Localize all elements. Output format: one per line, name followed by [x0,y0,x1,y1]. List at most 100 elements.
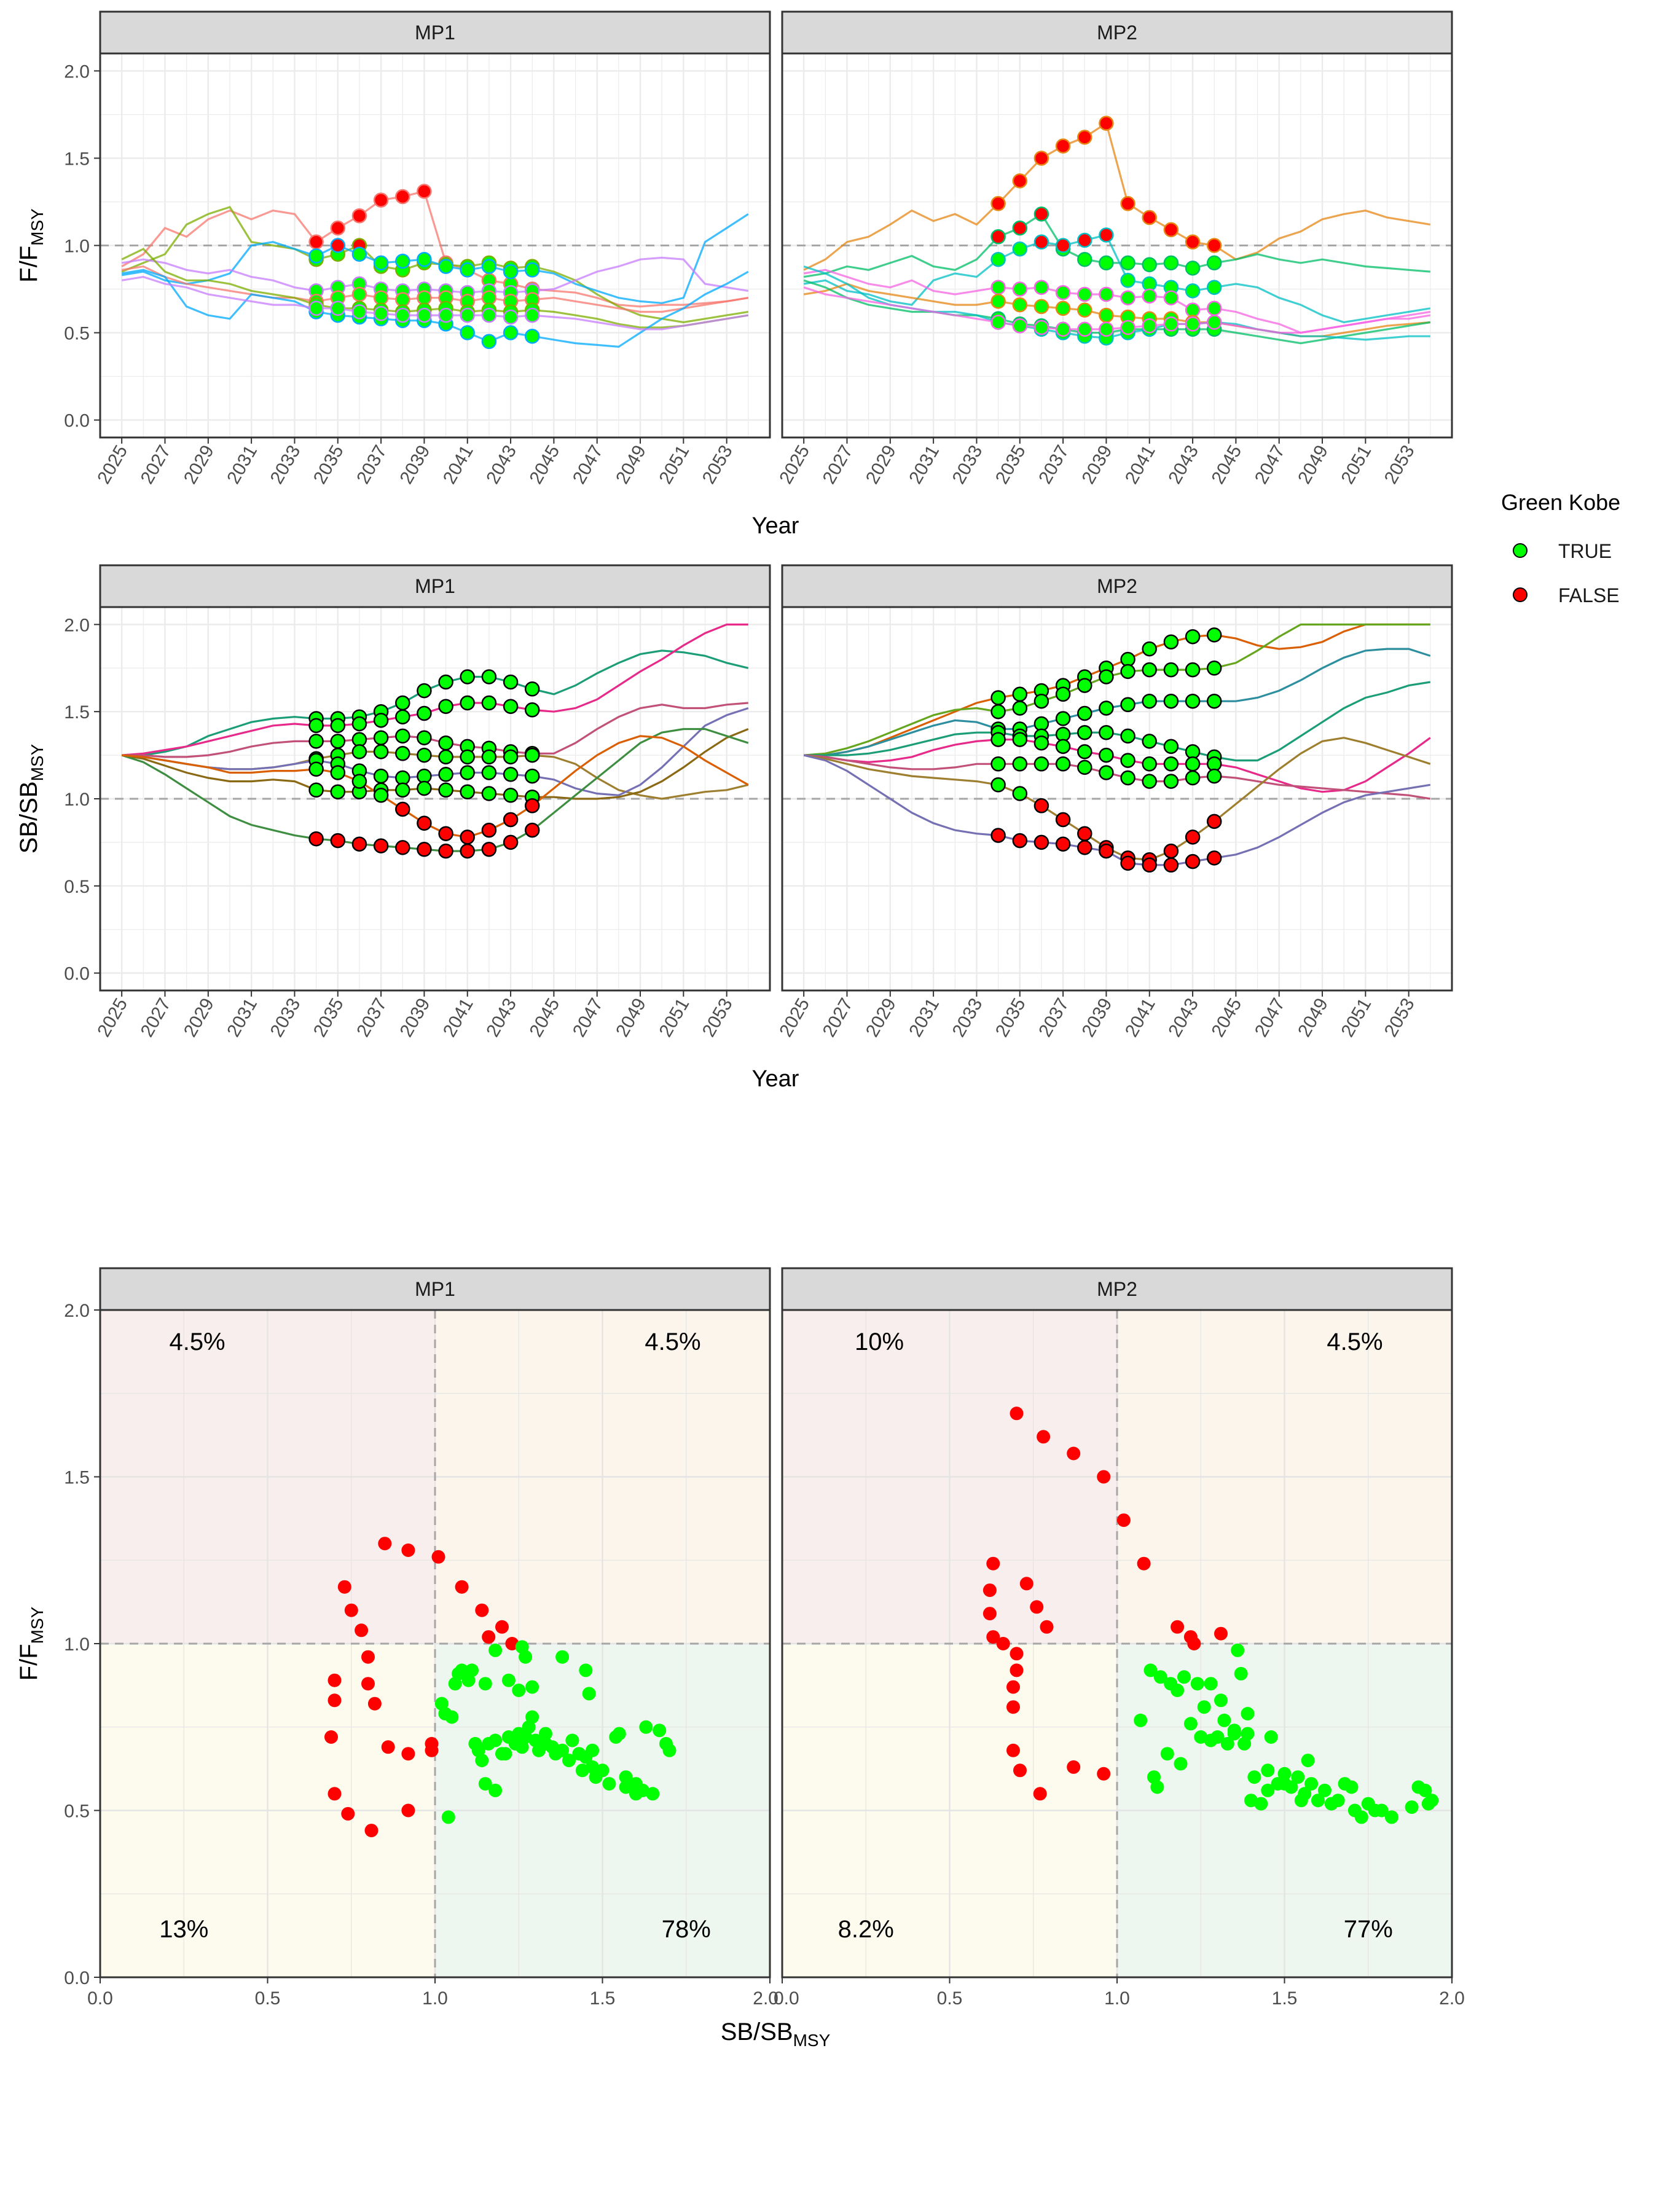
quadrant-label-bottom-left: 13% [159,1916,208,1943]
series-line [121,728,749,800]
kobe-point [478,1777,492,1791]
series-line [803,286,1431,334]
data-point [1077,321,1092,337]
data-point [990,704,1006,720]
quadrant-label-top-right: 4.5% [1327,1328,1382,1355]
series-line [803,233,1431,324]
data-point [1077,744,1092,759]
data-point [395,746,410,761]
data-point [308,248,324,264]
x-tick-label: 2041 [439,442,477,487]
data-point [1185,770,1201,786]
data-point [1142,288,1157,304]
data-point [1055,321,1071,337]
x-tick-label: 2043 [482,995,520,1040]
data-point [373,713,389,728]
x-tick-label: 2031 [905,442,943,487]
data-point [481,307,497,323]
kobe-point [612,1727,626,1741]
data-point [1120,855,1135,871]
x-tick-label: 2047 [569,995,607,1040]
kobe-point [646,1787,660,1801]
kobe-point [1227,1724,1241,1738]
kobe-point [579,1663,593,1677]
data-point [1163,662,1179,678]
data-point [330,833,346,849]
x-tick-label: 2035 [310,442,348,487]
kobe-point [629,1787,643,1801]
data-point [373,306,389,321]
x-tick-label: 0.5 [937,1988,963,2009]
data-point [1033,834,1049,850]
data-point [524,768,540,784]
series-line [803,122,1431,271]
x-tick-label: 2029 [862,442,900,487]
data-point [1142,756,1157,772]
kobe-point [525,1710,539,1724]
data-point [395,307,410,323]
x-tick-label: 2029 [180,995,218,1040]
x-tick-label: 2033 [267,442,305,487]
data-point [351,246,367,262]
data-point [438,826,453,841]
x-tick-label: 2045 [1207,995,1245,1040]
data-point [308,718,324,734]
data-point [1055,284,1071,300]
data-point [1012,281,1028,297]
data-point [1077,302,1092,318]
kobe-point [982,1583,997,1598]
kobe-point [1187,1637,1201,1650]
kobe-point [1220,1736,1234,1751]
kobe-point [1134,1713,1148,1727]
kobe-point [1006,1743,1020,1757]
y-tick-label: 1.5 [64,1468,90,1488]
data-point [417,780,432,796]
data-point [351,208,367,224]
x-tick-label: 2035 [992,442,1030,487]
data-point [481,765,497,780]
kobe-point [619,1770,633,1784]
kobe-point [488,1733,503,1747]
kobe-point [1418,1783,1432,1797]
data-point [417,815,432,831]
kobe-point [1006,1700,1020,1714]
kobe-point [1277,1777,1292,1791]
x-tick-label: 2037 [1035,995,1073,1040]
kobe-point [1010,1647,1024,1661]
data-point [1120,290,1135,305]
panel-strip-label: MP1 [415,22,455,44]
x-tick-label: 1.0 [1104,1988,1130,2009]
kobe-point [1171,1684,1185,1697]
x-tick-label: 2047 [1251,995,1289,1040]
panel-border [781,606,1453,992]
kobe-point [1116,1513,1131,1528]
kobe-point [445,1710,459,1724]
kobe-point [337,1580,351,1594]
panel-strip [781,564,1453,608]
x-tick-label: 2031 [223,995,261,1040]
kobe-point [1354,1810,1368,1824]
data-point [1099,307,1114,323]
data-point [1142,318,1157,334]
x-tick-label: 2037 [353,442,391,487]
data-point [438,674,453,690]
x-tick-label: 2051 [655,995,693,1040]
data-point [1055,138,1071,154]
kobe-point [1019,1577,1033,1591]
kobe-point [482,1630,496,1644]
kobe-point [1214,1693,1228,1708]
data-point [503,834,519,850]
y-axis-title-main: SB/SB [15,781,42,853]
data-point [308,734,324,749]
kobe-point [495,1620,509,1634]
data-point [373,838,389,853]
kobe-point [639,1720,653,1734]
kobe-point [1040,1620,1054,1634]
data-point [1185,853,1201,869]
x-tick-label: 2033 [949,442,987,487]
kobe-point [1097,1470,1111,1484]
x-tick-label: 2025 [93,995,131,1040]
kobe-point [1160,1747,1174,1761]
kobe-point [538,1727,552,1741]
data-point [1163,693,1179,709]
